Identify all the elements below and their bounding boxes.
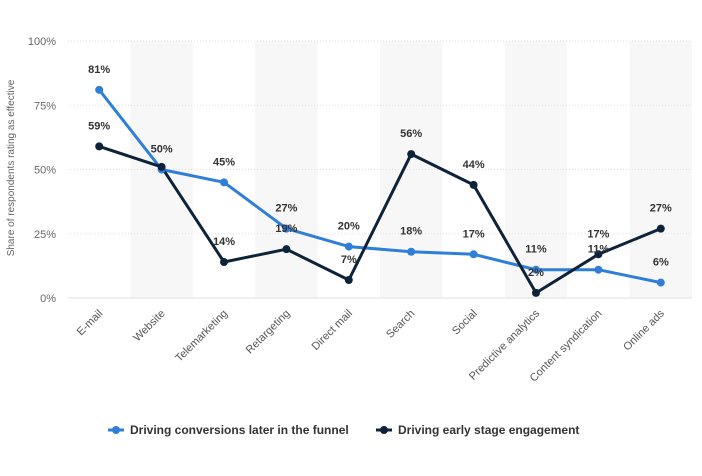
point-engagement	[532, 288, 540, 297]
data-label-conversions: 45%	[213, 156, 235, 168]
point-conversions	[469, 250, 478, 259]
line-conversions	[98, 88, 662, 285]
point-engagement	[656, 224, 665, 233]
data-label-conversions: 6%	[653, 257, 669, 269]
legend-swatch-marker	[380, 426, 388, 434]
data-label-engagement: 44%	[463, 159, 485, 171]
data-label-engagement: 17%	[587, 228, 609, 240]
y-tick-label: 75%	[34, 100, 56, 112]
point-engagement	[282, 245, 291, 254]
data-label-conversions: 81%	[88, 64, 110, 76]
x-category-label: Telemarketing	[173, 308, 230, 365]
series-lines	[98, 88, 662, 295]
x-category-label: Content syndication	[528, 308, 605, 385]
data-label-conversions: 27%	[275, 203, 297, 215]
data-label-conversions: 50%	[151, 144, 173, 156]
point-conversions	[220, 178, 228, 187]
data-label-conversions: 11%	[588, 244, 610, 256]
category-band	[629, 41, 692, 298]
data-label-conversions: 17%	[463, 228, 485, 240]
y-tick-label: 50%	[34, 165, 56, 177]
x-category-label: Direct mail	[310, 308, 355, 353]
data-label-conversions: 11%	[525, 244, 547, 256]
x-category-label: Search	[384, 308, 417, 341]
point-engagement	[344, 276, 353, 285]
category-band	[255, 41, 318, 298]
point-engagement	[594, 250, 603, 259]
data-label-engagement: 59%	[88, 120, 110, 132]
y-tick-label: 25%	[34, 229, 56, 241]
point-conversions	[282, 224, 291, 233]
x-category-label: Social	[450, 308, 480, 338]
point-conversions	[594, 265, 603, 274]
x-category-label: Online ads	[621, 307, 667, 353]
data-label-engagement: 56%	[400, 128, 422, 140]
data-label-conversions: 18%	[400, 226, 422, 238]
y-axis-label: Share of respondents rating as effective	[6, 79, 17, 256]
legend-swatch-marker	[112, 426, 120, 434]
line-engagement	[98, 144, 662, 295]
point-conversions	[344, 242, 353, 251]
legend-conversions: Driving conversions later in the funnel	[130, 423, 349, 437]
data-labels: 81% 50% 45% 27% 20% 18% 17% 11% 11% 6% 59% 14% 19% 7%…	[88, 64, 672, 279]
y-tick-label: 0%	[40, 293, 56, 305]
point-conversions	[95, 85, 104, 94]
x-axis-categories: E-mail Website Telemarketing Retargeting Dir…	[75, 307, 667, 384]
point-conversions	[656, 278, 665, 287]
x-category-label: Website	[131, 308, 167, 344]
x-category-label: Retargeting	[244, 308, 293, 357]
legend-engagement: Driving early stage engagement	[398, 423, 579, 437]
data-label-engagement: 19%	[275, 223, 297, 235]
point-engagement	[220, 258, 228, 267]
x-category-label: E-mail	[75, 308, 106, 339]
point-engagement	[95, 142, 104, 151]
point-engagement	[157, 162, 166, 171]
y-tick-label: 100%	[28, 36, 56, 48]
series-points	[95, 85, 665, 297]
data-label-engagement: 7%	[341, 254, 357, 266]
point-engagement	[469, 180, 478, 189]
alternating-bands	[130, 41, 692, 298]
data-label-engagement: 14%	[213, 236, 235, 248]
y-axis-ticks: 0% 25% 50% 75% 100%	[28, 36, 56, 305]
point-conversions	[407, 247, 416, 256]
point-engagement	[407, 150, 416, 159]
data-label-engagement: 27%	[650, 203, 672, 215]
data-label-conversions: 20%	[338, 221, 360, 233]
data-label-engagement: 2%	[528, 267, 544, 279]
legend: Driving conversions later in the funnel D…	[108, 423, 579, 437]
grid-lines	[68, 40, 692, 299]
point-conversions	[532, 265, 540, 274]
